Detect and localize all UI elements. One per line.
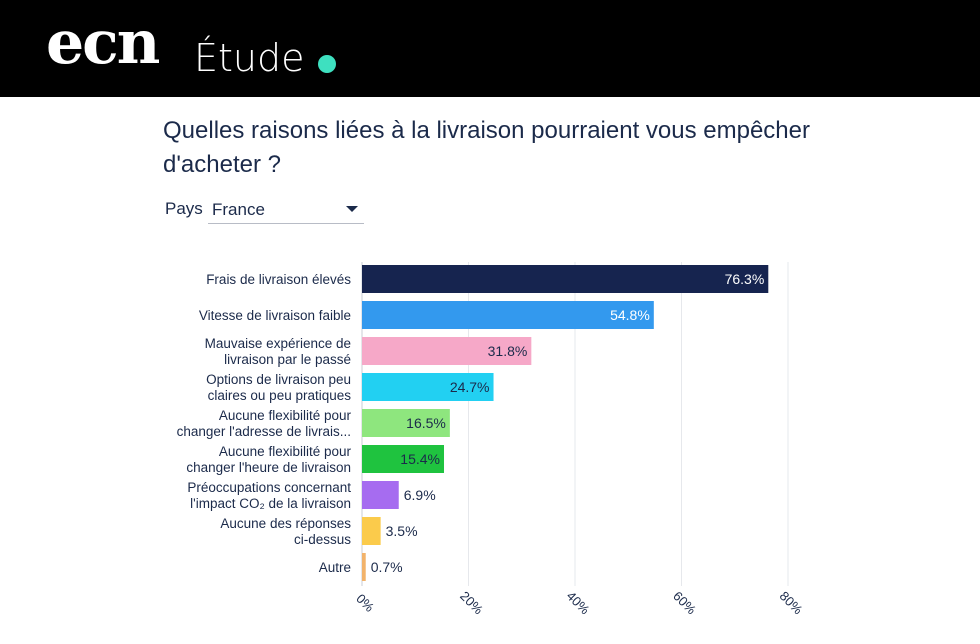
chevron-down-icon [346,206,358,212]
chart-question-title: Quelles raisons liées à la livraison pou… [163,117,810,178]
bar[interactable] [362,301,654,329]
country-select-value: France [212,200,265,219]
bar[interactable] [362,445,445,473]
category-label: Vitesse de livraison faible [199,308,351,323]
section-title: Étude [194,36,305,80]
category-label: Autre [319,560,351,575]
category-label: Aucune flexibilité pour changer l'adresse… [177,408,352,439]
bar-value-label: 54.8% [610,307,650,323]
bar-value-label: 6.9% [404,487,436,503]
category-label: Préoccupations concernant l'impact CO₂ de… [187,480,351,511]
category-label: Mauvaise expérience de livraison par le p… [205,336,351,367]
category-label: Options de livraison peu claires ou peu p… [206,372,351,403]
bar[interactable] [362,373,494,401]
bar-value-label: 76.3% [725,271,765,287]
ecn-logo[interactable]: ecn [46,8,160,78]
country-filter-label: Pays [165,199,203,218]
bar-value-label: 16.5% [406,415,446,431]
bar[interactable] [362,337,532,365]
x-tick-label: 20% [457,588,486,617]
bar[interactable] [362,265,769,293]
bar[interactable] [362,481,399,509]
category-label: Aucune flexibilité pour changer l'heure d… [186,444,351,475]
bar-value-label: 24.7% [450,379,490,395]
x-tick-label: 60% [670,588,699,617]
category-label: Aucune des réponses ci-dessus [220,516,351,547]
accent-dot-icon [318,55,336,73]
bar-value-label: 15.4% [400,451,440,467]
x-tick-label: 80% [777,588,806,617]
bar-value-label: 31.8% [488,343,528,359]
bar-value-label: 3.5% [386,523,418,539]
bar[interactable] [362,409,450,437]
x-tick-label: 40% [564,588,593,617]
category-label: Frais de livraison élevés [206,272,351,287]
bar[interactable] [362,553,366,581]
country-select[interactable]: France [208,193,364,224]
x-tick-label: 0% [353,591,377,615]
bar[interactable] [362,517,381,545]
bar-value-label: 0.7% [371,559,403,575]
header-bar: ecn Étude [0,0,980,97]
